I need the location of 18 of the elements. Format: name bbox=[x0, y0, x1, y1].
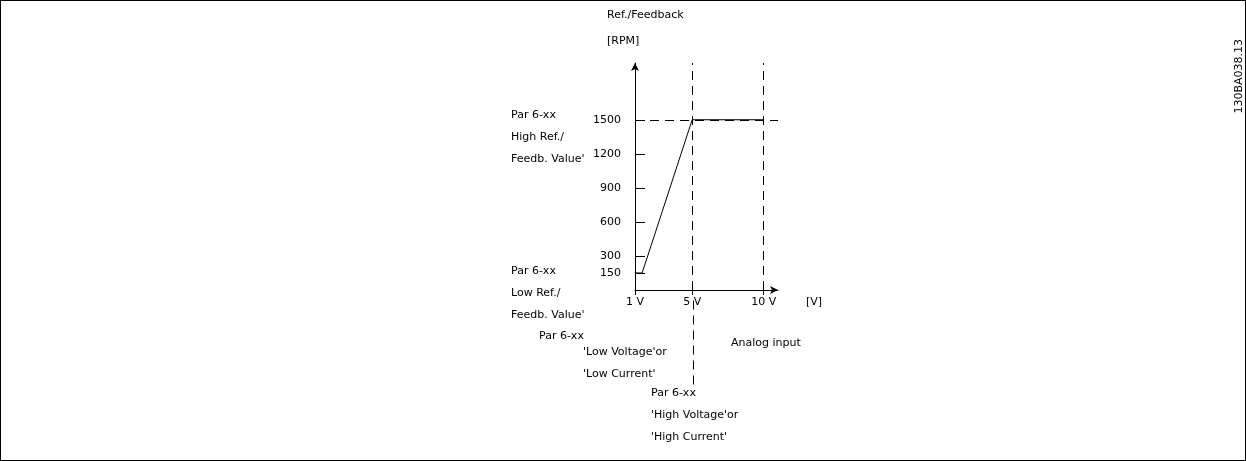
y-axis-title: Ref./Feedback [RPM] bbox=[607, 7, 685, 47]
text: 130BA038.13 bbox=[1231, 38, 1245, 114]
text: Par 6-xx High Ref./ Feedb. Value' bbox=[511, 107, 585, 165]
text: Par 6-xx 'High Voltage'or 'High Current' bbox=[651, 385, 739, 443]
y-tick-label: 600 bbox=[600, 215, 621, 229]
y-tick-label: 300 bbox=[600, 249, 621, 263]
x-tick-label: 5 V bbox=[683, 295, 702, 308]
text: Par 6-xx bbox=[539, 328, 585, 342]
y-tick-label: 1500 bbox=[593, 113, 621, 127]
text: Analog input bbox=[731, 335, 802, 349]
x-tick-label: 1 V bbox=[625, 295, 645, 308]
y-tick-label: 900 bbox=[600, 181, 621, 195]
x-tick-label: 10 V bbox=[751, 295, 777, 308]
x-axis-title: [V] bbox=[806, 295, 823, 308]
y-tick-label: 1200 bbox=[593, 147, 621, 161]
text: Par 6-xx Low Ref./ Feedb. Value' bbox=[511, 263, 585, 321]
y-tick-label: 150 bbox=[600, 266, 621, 280]
text: 'Low Voltage'or 'Low Current' bbox=[583, 344, 668, 380]
